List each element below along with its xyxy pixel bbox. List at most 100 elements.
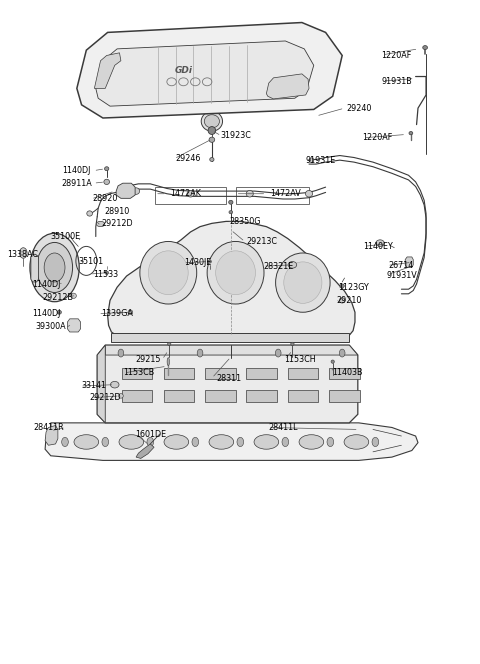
Text: 28321E: 28321E [263, 262, 293, 271]
Text: 1140DJ: 1140DJ [63, 166, 91, 175]
Text: 28311: 28311 [216, 374, 241, 382]
Ellipse shape [207, 242, 264, 304]
Ellipse shape [423, 46, 428, 50]
Ellipse shape [104, 179, 109, 185]
Ellipse shape [339, 297, 345, 303]
Text: 28411L: 28411L [268, 423, 298, 432]
Text: 29215: 29215 [135, 355, 161, 364]
Text: 1153CH: 1153CH [284, 355, 315, 364]
Polygon shape [288, 368, 318, 379]
Ellipse shape [59, 282, 63, 286]
Text: 11533: 11533 [93, 270, 118, 279]
Text: 1339GA: 1339GA [101, 309, 133, 318]
Ellipse shape [376, 240, 384, 246]
Ellipse shape [305, 191, 312, 197]
Text: 11403B: 11403B [332, 369, 362, 377]
Polygon shape [288, 390, 318, 402]
Ellipse shape [276, 253, 330, 312]
Polygon shape [246, 390, 277, 402]
Ellipse shape [132, 188, 140, 195]
Polygon shape [116, 183, 135, 199]
Text: 1140EY: 1140EY [363, 242, 393, 251]
Polygon shape [136, 444, 154, 458]
Polygon shape [122, 368, 152, 379]
Text: 35100E: 35100E [50, 232, 80, 241]
Text: 1220AF: 1220AF [382, 51, 412, 60]
Polygon shape [329, 390, 360, 402]
Ellipse shape [246, 191, 253, 197]
Ellipse shape [87, 211, 93, 216]
Ellipse shape [340, 284, 344, 288]
Circle shape [372, 438, 379, 447]
Circle shape [20, 248, 27, 258]
Polygon shape [97, 345, 358, 423]
Circle shape [36, 242, 72, 293]
Circle shape [237, 438, 244, 447]
Text: 29213C: 29213C [246, 237, 277, 246]
Ellipse shape [167, 358, 169, 366]
Ellipse shape [228, 201, 233, 205]
Polygon shape [205, 368, 236, 379]
Circle shape [327, 438, 334, 447]
Text: 28411R: 28411R [33, 423, 64, 432]
Text: 1338AC: 1338AC [7, 250, 38, 259]
Ellipse shape [140, 242, 197, 304]
Ellipse shape [105, 271, 108, 274]
Ellipse shape [208, 260, 211, 263]
Text: 28910: 28910 [105, 207, 130, 216]
Ellipse shape [110, 381, 119, 388]
Ellipse shape [288, 262, 297, 268]
Polygon shape [122, 390, 152, 402]
Text: 35101: 35101 [79, 257, 104, 266]
Polygon shape [205, 390, 236, 402]
Ellipse shape [209, 435, 234, 450]
Ellipse shape [187, 191, 194, 197]
Circle shape [30, 233, 79, 301]
Ellipse shape [344, 435, 369, 450]
Text: 28911A: 28911A [61, 179, 92, 189]
Ellipse shape [209, 137, 215, 142]
Ellipse shape [119, 394, 123, 398]
Text: 39300A: 39300A [36, 322, 66, 331]
Polygon shape [45, 426, 58, 446]
Polygon shape [329, 368, 360, 379]
Text: 29212D: 29212D [89, 393, 121, 402]
Polygon shape [67, 319, 81, 332]
Ellipse shape [168, 342, 171, 345]
Circle shape [147, 438, 154, 447]
Polygon shape [97, 345, 105, 423]
Polygon shape [95, 53, 121, 88]
Text: 28920: 28920 [93, 195, 118, 203]
Polygon shape [105, 345, 358, 355]
Ellipse shape [164, 435, 189, 450]
Ellipse shape [291, 342, 294, 345]
Circle shape [102, 438, 108, 447]
Text: 91931V: 91931V [386, 271, 417, 280]
Text: 29212B: 29212B [42, 293, 73, 301]
Ellipse shape [105, 167, 109, 171]
Polygon shape [96, 41, 314, 106]
Polygon shape [266, 74, 309, 99]
Circle shape [61, 438, 68, 447]
Text: 29240: 29240 [346, 104, 372, 113]
Text: 29210: 29210 [336, 296, 362, 305]
Ellipse shape [299, 435, 324, 450]
Text: 1220AF: 1220AF [362, 133, 393, 142]
Text: 91931E: 91931E [306, 156, 336, 165]
Ellipse shape [119, 435, 144, 450]
Text: 33141: 33141 [81, 382, 106, 390]
Ellipse shape [208, 127, 216, 135]
Ellipse shape [210, 157, 214, 161]
Polygon shape [77, 23, 342, 118]
Ellipse shape [201, 112, 223, 131]
Text: 1123GY: 1123GY [339, 283, 370, 291]
Ellipse shape [128, 310, 133, 315]
Ellipse shape [204, 115, 219, 128]
Circle shape [44, 253, 65, 282]
Text: 1601DE: 1601DE [135, 430, 166, 438]
Polygon shape [405, 257, 413, 268]
Ellipse shape [409, 131, 413, 135]
Text: GDi: GDi [174, 66, 192, 75]
Circle shape [339, 349, 345, 357]
Ellipse shape [71, 293, 76, 298]
